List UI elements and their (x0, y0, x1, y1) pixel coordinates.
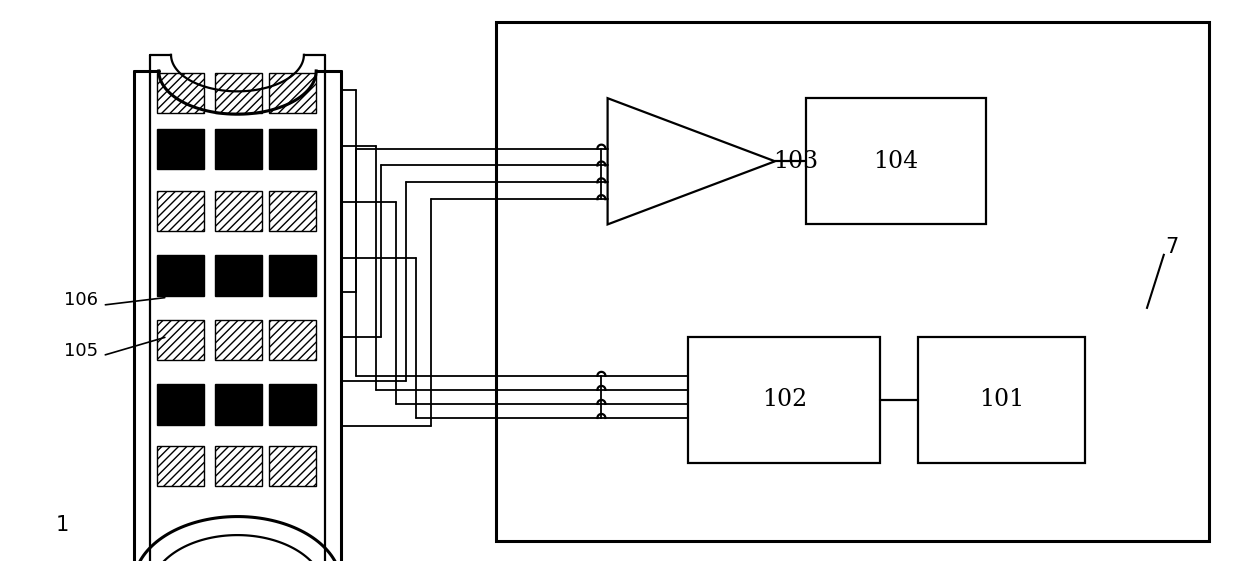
Bar (215, 255, 262, 296)
Text: 103: 103 (773, 150, 818, 173)
Bar (157, 446, 205, 486)
Bar (215, 320, 262, 360)
Text: 1: 1 (56, 514, 68, 535)
Polygon shape (608, 98, 775, 224)
Bar (269, 384, 316, 425)
Bar (157, 191, 205, 231)
Bar (157, 384, 205, 425)
Text: 106: 106 (63, 291, 98, 309)
Bar (269, 255, 316, 296)
Bar (269, 129, 316, 169)
Bar (157, 320, 205, 360)
Bar (215, 384, 262, 425)
Text: 104: 104 (873, 150, 919, 173)
Bar (269, 446, 316, 486)
Text: 101: 101 (978, 388, 1024, 411)
Bar (918, 337, 1085, 463)
Bar (269, 73, 316, 113)
Bar (157, 255, 205, 296)
Bar (215, 191, 262, 231)
Bar (269, 320, 316, 360)
Bar (496, 22, 1209, 541)
Bar (157, 73, 205, 113)
Bar (688, 337, 880, 463)
Bar (806, 98, 986, 224)
Text: 105: 105 (63, 342, 98, 360)
Text: 7: 7 (1166, 237, 1178, 257)
Bar (269, 191, 316, 231)
Bar (215, 73, 262, 113)
Bar (157, 129, 205, 169)
Bar (215, 446, 262, 486)
Bar (215, 129, 262, 169)
Text: 102: 102 (761, 388, 807, 411)
